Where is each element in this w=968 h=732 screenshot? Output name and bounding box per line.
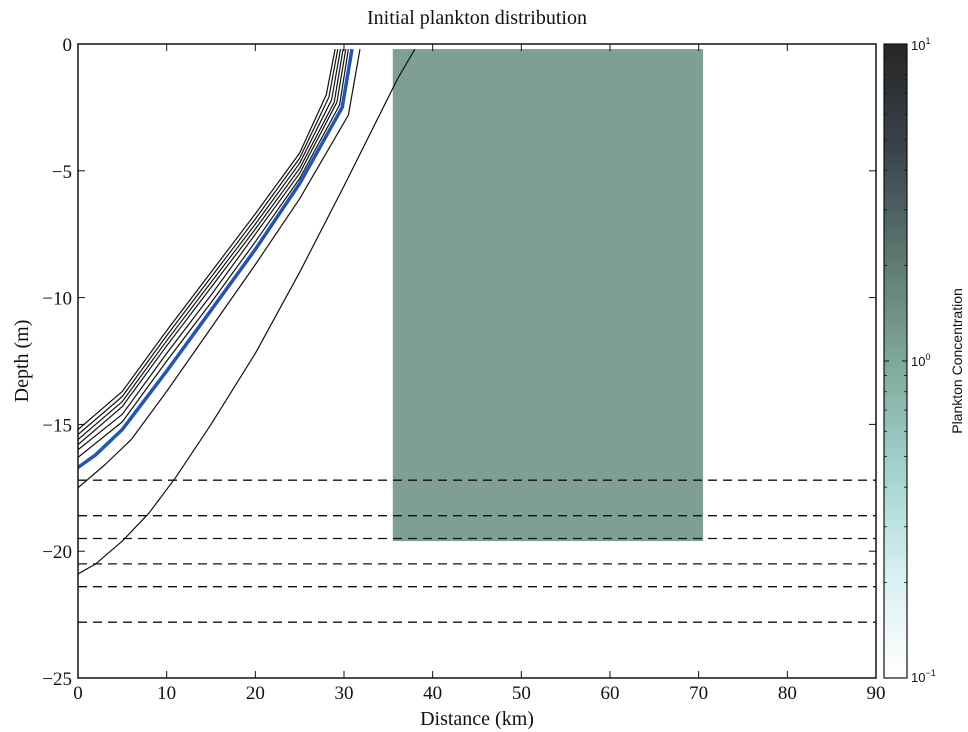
x-axis: 0 10 20 30 40 50 60 70 80 90: [73, 44, 886, 704]
contour-line-3: [78, 49, 344, 446]
x-tick-label: 30: [335, 683, 354, 704]
contour-line-2: [78, 48, 342, 441]
contour-line-4: [78, 49, 347, 451]
contour-line-7: [78, 48, 361, 489]
y-tick-label: −10: [42, 289, 72, 310]
x-tick-label: 70: [689, 683, 708, 704]
colorbar-tick-label: 10−1: [911, 668, 936, 685]
y-tick-label: −5: [52, 162, 72, 183]
plot-area: [78, 48, 876, 623]
colorbar-tick-label: 100: [911, 352, 930, 369]
y-axis-label: Depth (m): [11, 320, 33, 403]
contour-line-8: [78, 48, 416, 575]
colorbar: 101 100 10−1 Plankton Concentration: [883, 36, 965, 685]
chart-title: Initial plankton distribution: [367, 7, 587, 29]
x-tick-label: 90: [867, 683, 886, 704]
colorbar-tick-label: 101: [911, 36, 930, 53]
y-tick-label: −15: [42, 415, 72, 436]
y-axis: 0 −5 −10 −15 −20 −25: [42, 35, 876, 690]
contour-line-0: [78, 48, 336, 430]
x-tick-label: 80: [778, 683, 797, 704]
highlighted-contour: [78, 48, 354, 469]
x-axis-label: Distance (km): [420, 708, 534, 730]
x-tick-label: 40: [423, 683, 442, 704]
plankton-patch: [392, 49, 704, 542]
y-tick-label: 0: [63, 35, 73, 56]
y-tick-label: −20: [42, 542, 72, 563]
x-tick-label: 20: [246, 683, 265, 704]
x-tick-label: 50: [512, 683, 531, 704]
x-tick-label: 10: [157, 683, 176, 704]
contour-line-5: [78, 49, 349, 458]
colorbar-label: Plankton Concentration: [949, 288, 965, 434]
contour-line-1: [78, 48, 339, 435]
plot-frame: [77, 43, 877, 679]
x-tick-label: 0: [73, 683, 83, 704]
y-tick-label: −25: [42, 669, 72, 690]
x-tick-label: 60: [601, 683, 620, 704]
